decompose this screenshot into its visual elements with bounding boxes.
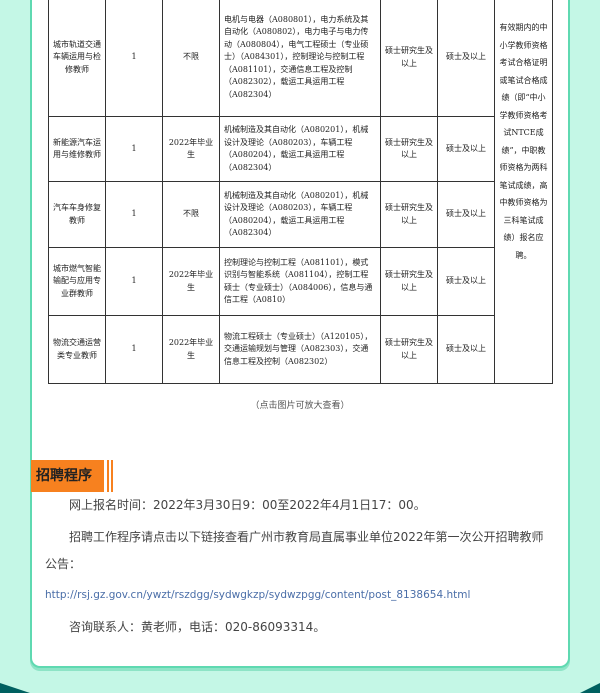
education-cell: 硕士研究生及以上 (380, 0, 438, 117)
corner-decoration-left (0, 683, 30, 693)
education-cell: 硕士研究生及以上 (380, 315, 438, 384)
section-title: 招聘程序 (31, 460, 104, 492)
position-cell: 汽车车身修复教师 (48, 181, 106, 248)
count-cell: 1 (105, 247, 163, 316)
graduate-cell: 不限 (162, 181, 220, 248)
decor-bar (111, 460, 113, 492)
degree-cell: 硕士及以上 (437, 181, 495, 248)
positions-table[interactable]: 城市轨道交通车辆运用与检修教师 1 不限 电机与电器（A080801），电力系统… (48, 0, 553, 384)
position-cell: 物流交通运营类专业教师 (48, 315, 106, 384)
position-cell: 城市轨道交通车辆运用与检修教师 (48, 0, 106, 117)
position-cell: 新能源汽车运用与维修教师 (48, 116, 106, 182)
contact-info: 咨询联系人：黄老师，电话：020-86093314。 (69, 620, 326, 634)
count-cell: 1 (105, 181, 163, 248)
count-cell: 1 (105, 116, 163, 182)
degree-cell: 硕士及以上 (437, 247, 495, 316)
table-row: 城市轨道交通车辆运用与检修教师 1 不限 电机与电器（A080801），电力系统… (48, 0, 553, 384)
count-cell: 1 (105, 315, 163, 384)
education-cell: 硕士研究生及以上 (380, 247, 438, 316)
degree-cell: 硕士及以上 (437, 0, 495, 117)
majors-cell: 电机与电器（A080801），电力系统及其自动化（A080802），电力电子与电… (219, 0, 381, 117)
majors-cell: 物流工程硕士（专业硕士）（A120105），交通运输规划与管理（A082303）… (219, 315, 381, 384)
note-cell: 有效期内的中小学教师资格考试合格证明或笔试合格成绩（即“中小学教师资格考试NTC… (494, 0, 553, 384)
table-row: 城市燃气智能输配与应用专业群教师 1 2022年毕业生 控制理论与控制工程（A0… (48, 247, 553, 316)
majors-cell: 机械制造及其自动化（A080201），机械设计及理论（A080203），车辆工程… (219, 116, 381, 182)
decor-bar (107, 460, 109, 492)
table-row: 汽车车身修复教师 1 不限 机械制造及其自动化（A080201），机械设计及理论… (48, 181, 553, 248)
majors-cell: 机械制造及其自动化（A080201），机械设计及理论（A080203），车辆工程… (219, 181, 381, 248)
education-cell: 硕士研究生及以上 (380, 181, 438, 248)
table-row: 物流交通运营类专业教师 1 2022年毕业生 物流工程硕士（专业硕士）（A120… (48, 315, 553, 384)
count-cell: 1 (105, 0, 163, 117)
graduate-cell: 2022年毕业生 (162, 315, 220, 384)
graduate-cell: 不限 (162, 0, 220, 117)
education-cell: 硕士研究生及以上 (380, 116, 438, 182)
announcement-link[interactable]: http://rsj.gz.gov.cn/ywzt/rszdgg/sydwgkz… (45, 589, 471, 601)
registration-time: 网上报名时间：2022年3月30日9：00至2022年4月1日17：00。 (69, 498, 426, 512)
degree-cell: 硕士及以上 (437, 116, 495, 182)
procedure-text: 招聘工作程序请点击以下链接查看广州市教育局直属事业单位2022年第一次公开招聘教… (45, 530, 544, 571)
degree-cell: 硕士及以上 (437, 315, 495, 384)
section-header: 招聘程序 (31, 460, 113, 492)
majors-cell: 控制理论与控制工程（A081101），模式识别与智能系统（A081104），控制… (219, 247, 381, 316)
graduate-cell: 2022年毕业生 (162, 247, 220, 316)
corner-decoration-right (580, 683, 600, 693)
image-caption: （点击图片可放大查看） (250, 401, 350, 411)
table-row: 新能源汽车运用与维修教师 1 2022年毕业生 机械制造及其自动化（A08020… (48, 116, 553, 182)
graduate-cell: 2022年毕业生 (162, 116, 220, 182)
position-cell: 城市燃气智能输配与应用专业群教师 (48, 247, 106, 316)
